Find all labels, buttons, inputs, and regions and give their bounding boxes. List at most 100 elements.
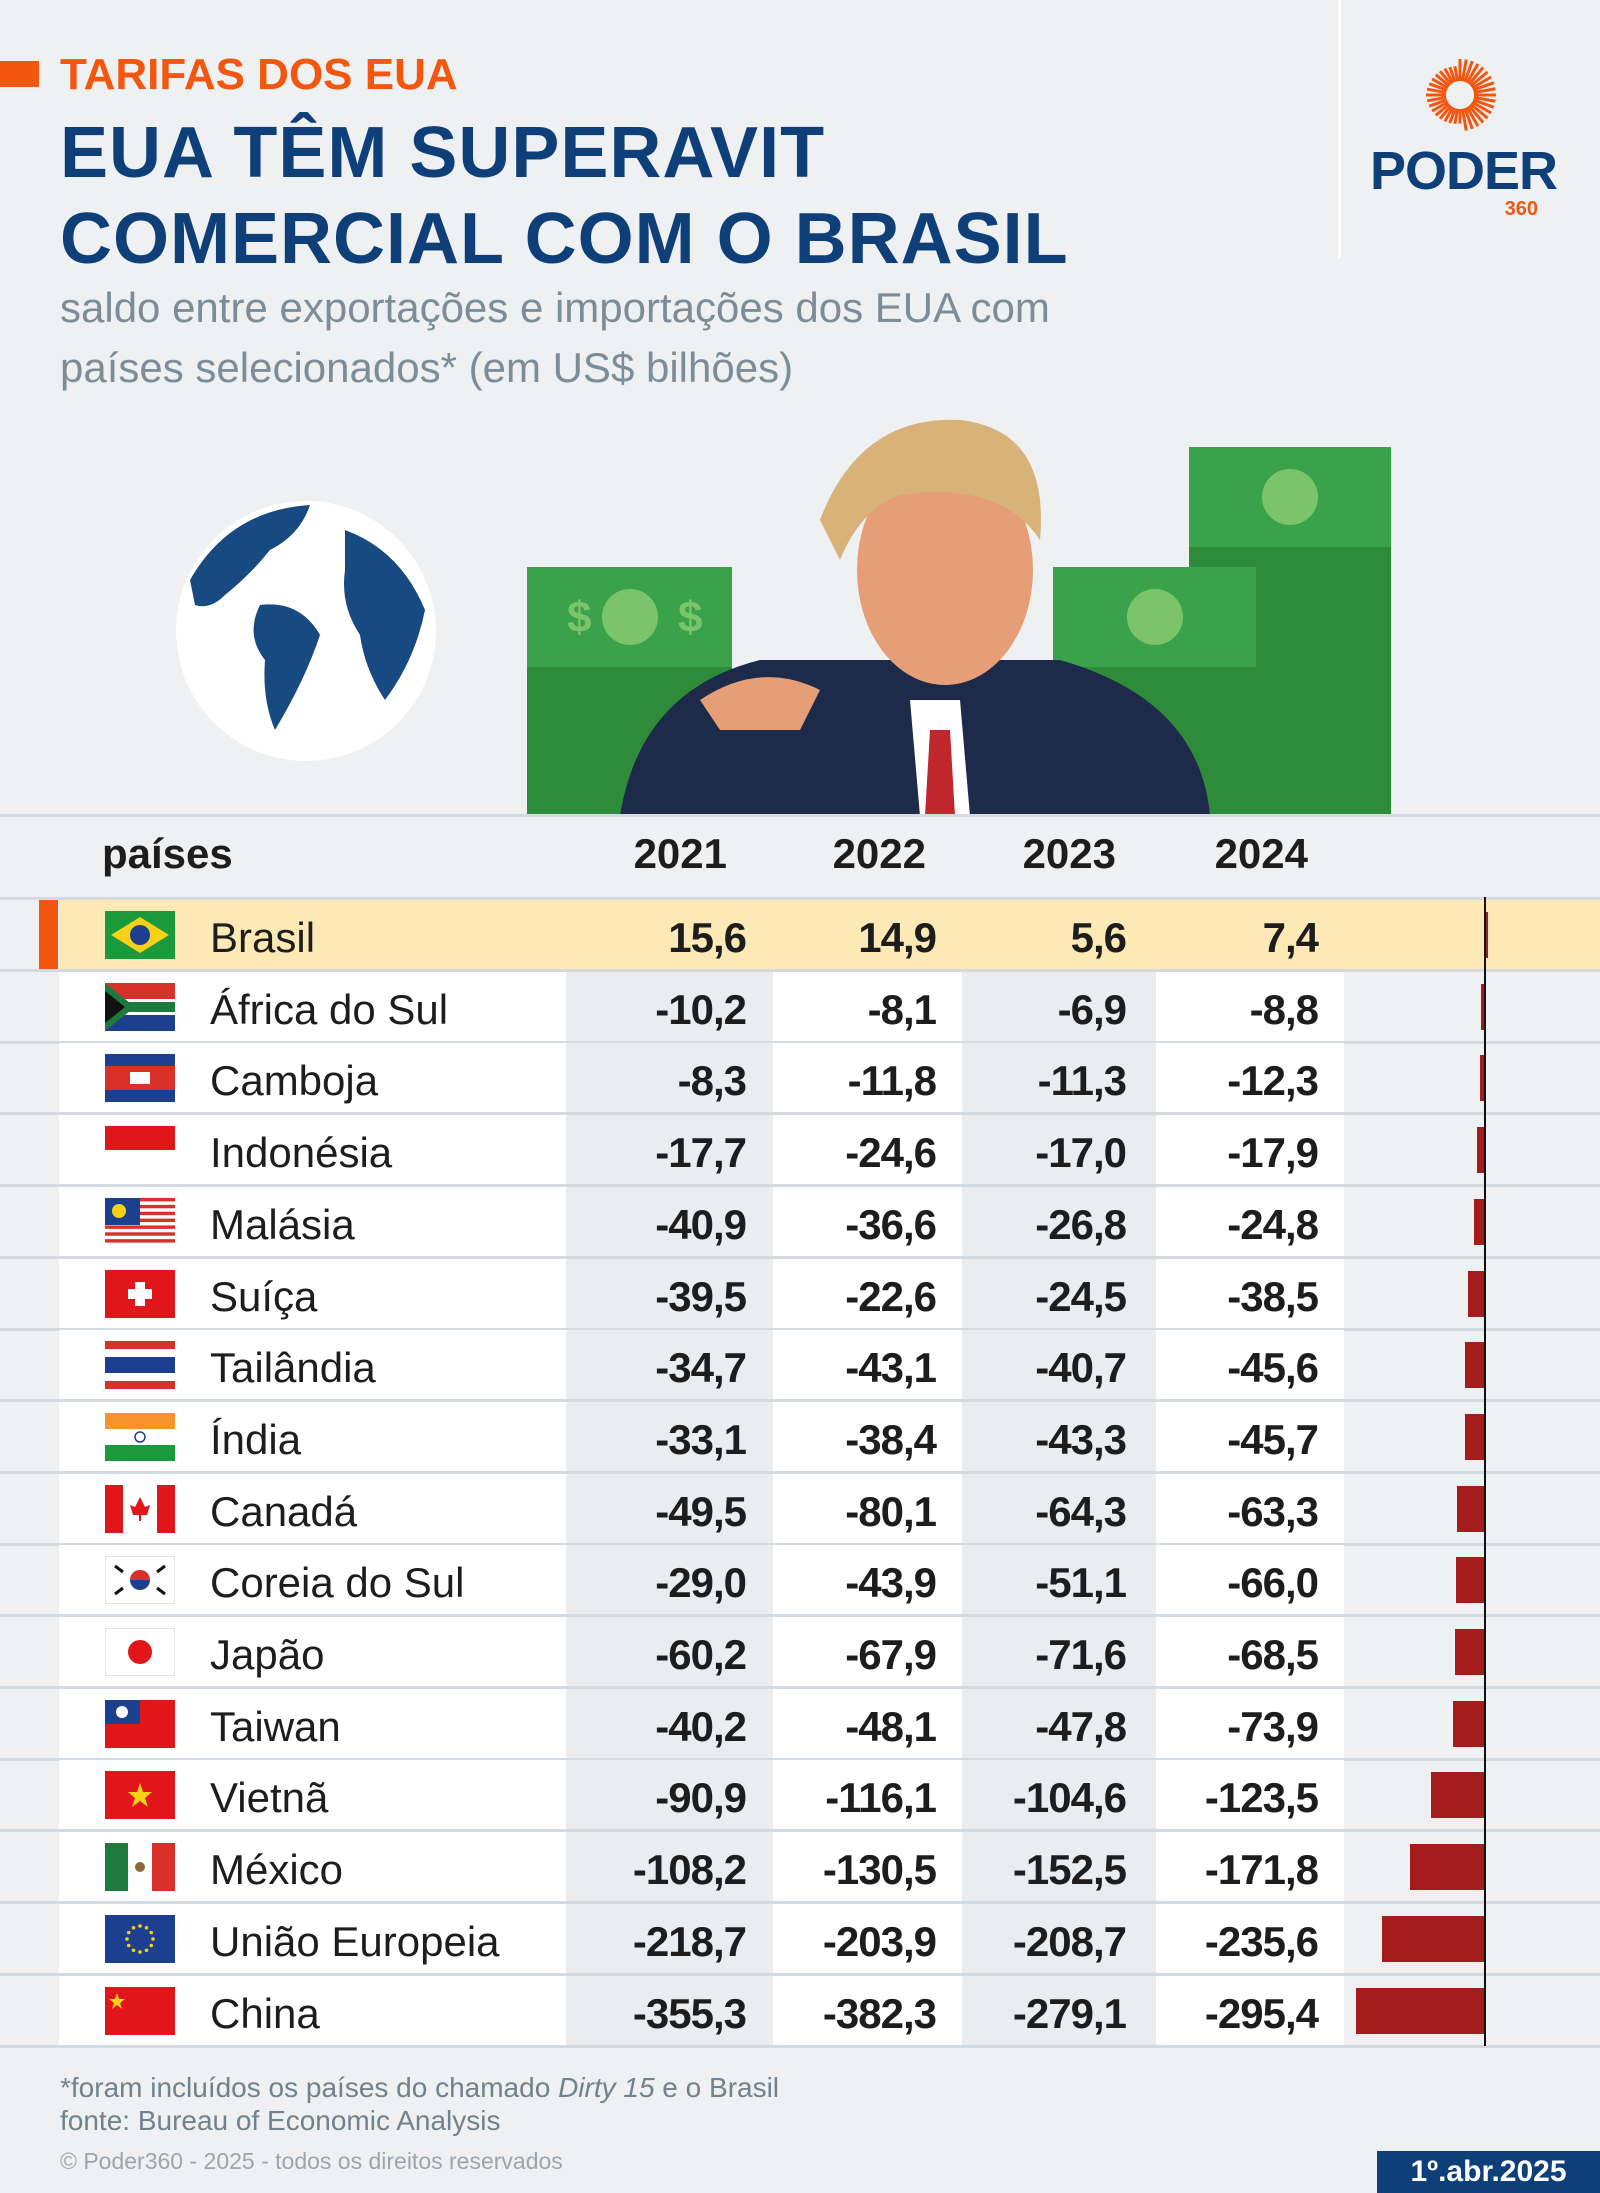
illustration: $ $: [176, 419, 1391, 816]
flag-in-icon: [105, 1412, 175, 1461]
date-badge: 1º.abr.2025: [1377, 2151, 1600, 2193]
value-cell-bg: [566, 1903, 773, 1973]
value-cell-bg: [566, 1401, 773, 1471]
value-2022: -80,1: [845, 1487, 937, 1535]
flag-my-icon: [105, 1197, 175, 1246]
value-cell-bg: [566, 971, 773, 1041]
flag-br-icon: [105, 911, 175, 959]
row-separator: [0, 969, 1600, 972]
value-2021: -40,2: [655, 1702, 747, 1750]
sun-icon: [1426, 59, 1496, 131]
value-cell-bg: [1156, 1832, 1344, 1902]
row-separator: [0, 2044, 1600, 2048]
bar-2024: [1485, 912, 1489, 958]
table-row: Suíça -39,5 -22,6 -24,5 -38,5: [0, 1258, 1600, 1331]
kicker-marker: [0, 61, 39, 87]
row-marker: [39, 900, 58, 969]
bar-2024: [1465, 1342, 1485, 1389]
value-cell-bg: [1156, 1401, 1344, 1471]
value-2024: -24,8: [1227, 1200, 1319, 1248]
value-cell-bg: [773, 1473, 962, 1543]
value-cell-bg: [962, 1617, 1156, 1686]
header-2023: 2023: [1022, 830, 1116, 877]
value-cell-bg: [962, 1043, 1156, 1113]
row-separator: [0, 1757, 1600, 1761]
table-row: Canadá -49,5 -80,1 -64,3 -63,3: [0, 1473, 1600, 1546]
value-2024: -63,3: [1227, 1487, 1319, 1535]
value-2023: -24,5: [1035, 1272, 1127, 1320]
value-cell-bg: [566, 1760, 773, 1830]
flag-jp-icon: [105, 1628, 175, 1676]
value-2024: -12,3: [1227, 1057, 1319, 1105]
table-row: Coreia do Sul -29,0 -43,9 -51,1 -66,0: [0, 1545, 1600, 1618]
value-2024: -45,6: [1227, 1344, 1319, 1392]
header-countries: países: [102, 830, 233, 877]
value-2021: -49,5: [655, 1487, 747, 1535]
flag-vn-icon: [105, 1771, 175, 1820]
value-2021: -90,9: [655, 1774, 747, 1822]
value-2023: -17,0: [1035, 1129, 1127, 1177]
globe-icon: [176, 501, 436, 761]
flag-ca-icon: [105, 1484, 175, 1533]
value-2023: -64,3: [1035, 1487, 1127, 1535]
country-name: Índia: [210, 1415, 302, 1463]
value-cell-bg: [962, 1688, 1156, 1758]
row-separator: [0, 1040, 1600, 1044]
value-cell-bg: [566, 1688, 773, 1758]
header-2024: 2024: [1214, 830, 1308, 877]
row-separator: [0, 1686, 1600, 1689]
value-2022: -382,3: [822, 1989, 937, 2037]
svg-text:$: $: [678, 593, 702, 642]
country-name: Suíça: [210, 1272, 318, 1320]
table-row: Taiwan -40,2 -48,1 -47,8 -73,9: [0, 1688, 1600, 1761]
value-2021: -17,7: [655, 1129, 747, 1177]
value-2022: -48,1: [845, 1702, 937, 1750]
value-cell-bg: [773, 1688, 962, 1758]
value-cell-bg: [773, 1258, 962, 1328]
value-2023: -40,7: [1035, 1344, 1127, 1392]
country-name: União Europeia: [210, 1917, 500, 1965]
table-row: Tailândia -34,7 -43,1 -40,7 -45,6: [0, 1330, 1600, 1403]
value-cell-bg: [1156, 1617, 1344, 1686]
value-cell-bg: [962, 1186, 1156, 1256]
value-2023: -208,7: [1012, 1917, 1127, 1965]
subtitle-line-1: saldo entre exportações e importações do…: [60, 284, 1050, 331]
value-2024: -171,8: [1204, 1846, 1319, 1894]
bar-2024: [1479, 1055, 1485, 1102]
value-2022: 14,9: [858, 914, 937, 961]
table-row: Malásia -40,9 -36,6 -26,8 -24,8: [0, 1186, 1600, 1259]
copyright: © Poder360 - 2025 - todos os direitos re…: [60, 2148, 563, 2174]
value-2021: -60,2: [655, 1631, 747, 1678]
value-2024: 7,4: [1262, 914, 1319, 961]
value-cell-bg: [566, 1186, 773, 1256]
country-name: Camboja: [210, 1057, 379, 1105]
value-2022: -11,8: [847, 1057, 937, 1105]
row-separator: [0, 1542, 1600, 1546]
table-row: México -108,2 -130,5 -152,5 -171,8: [0, 1832, 1600, 1905]
table-row: China -355,3 -382,3 -279,1 -295,4: [0, 1975, 1600, 2048]
country-name: Tailândia: [210, 1344, 376, 1392]
value-2024: -73,9: [1227, 1702, 1319, 1750]
value-2024: -66,0: [1227, 1559, 1319, 1607]
bar-2024: [1409, 1844, 1485, 1891]
country-name: Indonésia: [210, 1129, 393, 1177]
value-2022: -38,4: [845, 1415, 937, 1463]
value-cell-bg: [1156, 1473, 1344, 1543]
value-2022: -24,6: [845, 1129, 937, 1177]
country-name: China: [210, 1989, 320, 2037]
value-cell-bg: [962, 1258, 1156, 1328]
value-cell-bg: [773, 1975, 962, 2045]
table-row: Camboja -8,3 -11,8 -11,3 -12,3: [0, 1043, 1600, 1116]
value-cell-bg: [1156, 1975, 1344, 2045]
footnote-italic: Dirty 15: [558, 2072, 655, 2103]
bar-2024: [1468, 1270, 1485, 1317]
value-cell-bg: [1156, 1903, 1344, 1973]
kicker: TARIFAS DOS EUA: [60, 50, 458, 99]
bar-2024: [1455, 1629, 1485, 1675]
value-cell-bg: [773, 1401, 962, 1471]
value-cell-bg: [962, 1330, 1156, 1400]
value-2024: -295,4: [1204, 1989, 1319, 2037]
row-separator: [0, 1184, 1600, 1188]
flag-ch-icon: [105, 1269, 175, 1318]
table-row: Brasil 15,6 14,9 5,6 7,4: [0, 900, 1600, 972]
